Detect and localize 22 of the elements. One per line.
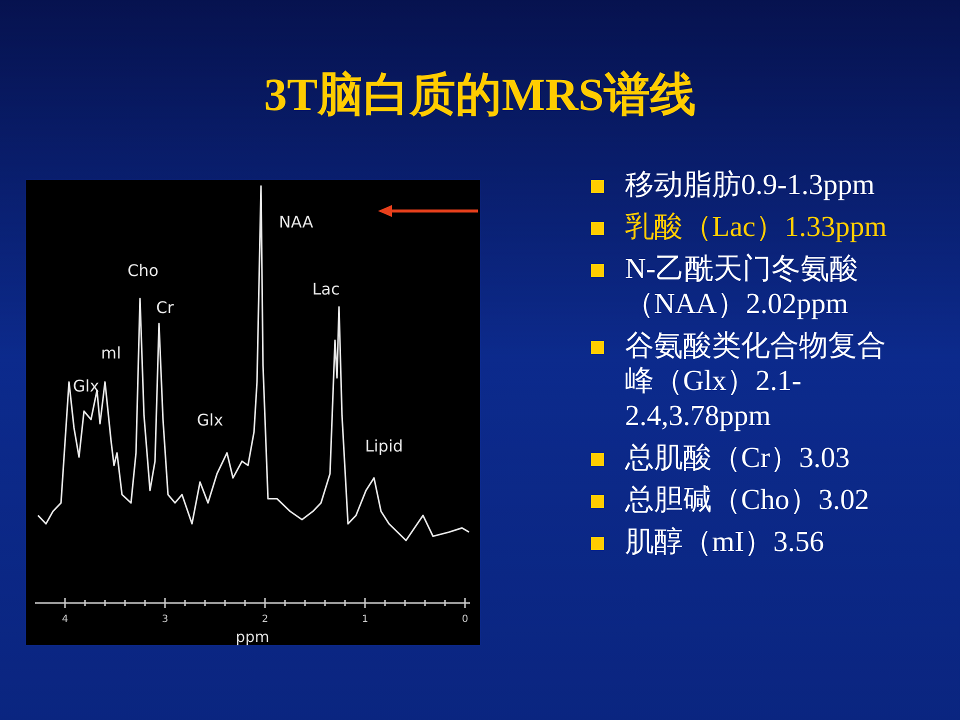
annotation: NAA bbox=[278, 212, 314, 232]
annotation: Glx bbox=[196, 410, 224, 430]
x-tick-label: 3 bbox=[162, 614, 168, 625]
annotation: Lipid bbox=[364, 436, 404, 456]
annotation: Lac bbox=[312, 279, 340, 298]
annotation: Cho bbox=[127, 260, 159, 280]
text: N-乙酰天门冬氨酸（NAA）2.02ppm bbox=[625, 253, 859, 320]
x-axis-title: ppm bbox=[236, 628, 270, 646]
chart-title: 3T脑白质的MRS谱线 bbox=[264, 69, 696, 120]
text: 移动脂肪0.9-1.3ppm bbox=[625, 169, 875, 201]
annotation: ml bbox=[100, 343, 122, 362]
annotation: Glx bbox=[72, 376, 100, 396]
text: 肌醇（mI）3.56 bbox=[625, 526, 824, 558]
annotation: Cr bbox=[156, 298, 174, 317]
text: 总肌酸（Cr）3.03 bbox=[625, 442, 850, 474]
text: 谷氨酸类化合物复合峰（Glx）2.1-2.4,3.78ppm bbox=[625, 330, 886, 432]
text: 总胆碱（Cho）3.02 bbox=[625, 484, 870, 516]
x-tick-label: 2 bbox=[262, 614, 268, 625]
x-tick-label: 4 bbox=[62, 614, 68, 625]
text: 乳酸（Lac）1.33ppm bbox=[625, 211, 887, 243]
x-tick-label: 1 bbox=[362, 614, 368, 625]
x-tick-label: 0 bbox=[462, 614, 468, 625]
